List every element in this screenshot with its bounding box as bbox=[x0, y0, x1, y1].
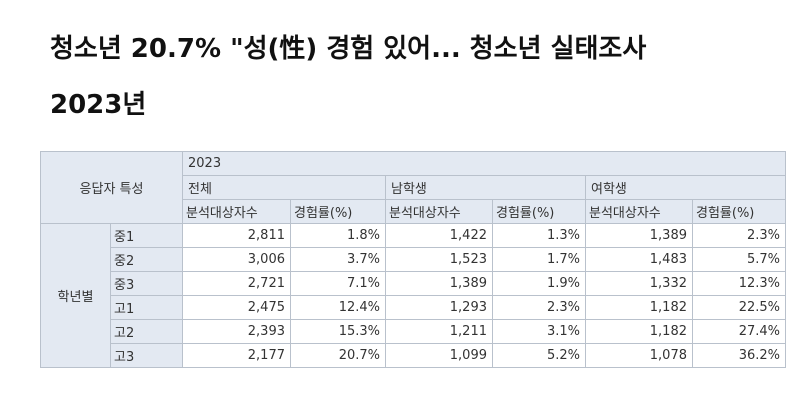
table-cell: 36.2% bbox=[691, 343, 787, 368]
table-row: 중3 2,721 7.1% 1,389 1.9% 1,332 12.3% bbox=[41, 271, 787, 296]
table-row: 고1 2,475 12.4% 1,293 2.3% 1,182 22.5% bbox=[41, 295, 787, 320]
table-cell: 15.3% bbox=[290, 319, 386, 344]
corner-header: 응답자 특성 bbox=[40, 151, 183, 224]
table-cell: 1,523 bbox=[385, 247, 493, 272]
title: 청소년 20.7% "성(性) 경험 있어... 청소년 실태조사 bbox=[50, 34, 647, 64]
row-label: 중1 bbox=[110, 223, 183, 248]
column-header: 분석대상자수 bbox=[182, 199, 291, 224]
row-label: 중3 bbox=[110, 271, 183, 296]
table-cell: 1,422 bbox=[385, 223, 493, 248]
subtitle: 2023년 bbox=[50, 90, 147, 120]
table-cell: 1.9% bbox=[492, 271, 586, 296]
table-row: 전체 남학생 여학생 bbox=[41, 175, 787, 200]
table-cell: 5.7% bbox=[691, 247, 787, 272]
column-header: 분석대상자수 bbox=[585, 199, 693, 224]
table-cell: 1,389 bbox=[385, 271, 493, 296]
table-cell: 12.4% bbox=[290, 295, 386, 320]
table-cell: 1,483 bbox=[585, 247, 693, 272]
table-cell: 2,811 bbox=[182, 223, 291, 248]
table-row: 중2 3,006 3.7% 1,523 1.7% 1,483 5.7% bbox=[41, 247, 787, 272]
table-row: 학년별 중1 2,811 1.8% 1,422 1.3% 1,389 2.3% bbox=[40, 223, 787, 368]
row-label: 중2 bbox=[110, 247, 183, 272]
table-row: 고3 2,177 20.7% 1,099 5.2% 1,078 36.2% bbox=[41, 343, 787, 368]
table-cell: 1,389 bbox=[585, 223, 693, 248]
table-cell: 2,177 bbox=[182, 343, 291, 368]
table-cell: 1,099 bbox=[385, 343, 493, 368]
table-cell: 2,393 bbox=[182, 319, 291, 344]
row-group-label: 학년별 bbox=[40, 223, 111, 368]
table-cell: 3.1% bbox=[492, 319, 586, 344]
table-cell: 1,211 bbox=[385, 319, 493, 344]
table-cell: 1.3% bbox=[492, 223, 586, 248]
row-label: 고3 bbox=[110, 343, 183, 368]
table-cell: 1.7% bbox=[492, 247, 586, 272]
table-cell: 27.4% bbox=[691, 319, 787, 344]
table-cell: 2.3% bbox=[492, 295, 586, 320]
table-cell: 3.7% bbox=[290, 247, 386, 272]
column-header: 경험률(%) bbox=[691, 199, 787, 224]
table-cell: 2,475 bbox=[182, 295, 291, 320]
table-cell: 20.7% bbox=[290, 343, 386, 368]
group-header: 여학생 bbox=[584, 175, 787, 200]
table-cell: 1,078 bbox=[585, 343, 693, 368]
data-table: 응답자 특성 2023 전체 남학생 여학생 분석대상자수 경험률(%) 분석대상자수 경험률(… bbox=[40, 151, 787, 368]
table-cell: 5.2% bbox=[492, 343, 586, 368]
group-header: 전체 bbox=[182, 175, 386, 200]
table-row: 고2 2,393 15.3% 1,211 3.1% 1,182 27.4% bbox=[41, 319, 787, 344]
table-cell: 1,293 bbox=[385, 295, 493, 320]
table-row: 분석대상자수 경험률(%) 분석대상자수 경험률(%) 분석대상자수 경험률(%) bbox=[41, 199, 787, 224]
table-cell: 1,332 bbox=[585, 271, 693, 296]
table-cell: 7.1% bbox=[290, 271, 386, 296]
table-cell: 3,006 bbox=[182, 247, 291, 272]
table-cell: 1,182 bbox=[585, 295, 693, 320]
column-header: 분석대상자수 bbox=[385, 199, 493, 224]
table-cell: 22.5% bbox=[691, 295, 787, 320]
table-cell: 1.8% bbox=[290, 223, 386, 248]
table-cell: 2,721 bbox=[182, 271, 291, 296]
table-cell: 1,182 bbox=[585, 319, 693, 344]
row-label: 고1 bbox=[110, 295, 183, 320]
row-label: 고2 bbox=[110, 319, 183, 344]
table-cell: 2.3% bbox=[691, 223, 787, 248]
column-header: 경험률(%) bbox=[290, 199, 386, 224]
table-row: 응답자 특성 2023 bbox=[40, 151, 787, 224]
group-header: 남학생 bbox=[385, 175, 586, 200]
column-header: 경험률(%) bbox=[492, 199, 586, 224]
table-cell: 12.3% bbox=[691, 271, 787, 296]
year-header: 2023 bbox=[181, 151, 787, 176]
